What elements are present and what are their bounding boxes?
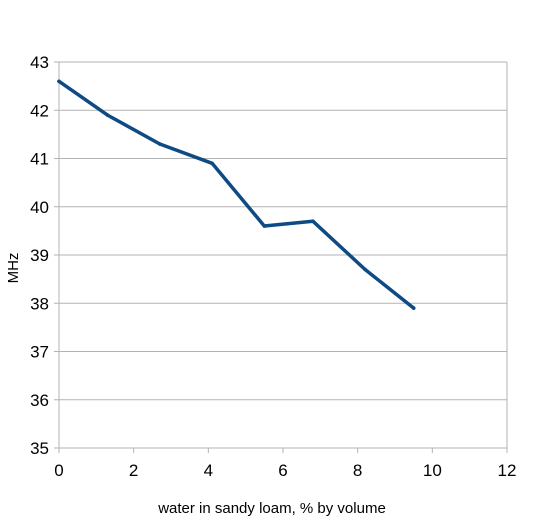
x-tick-label: 8 — [353, 461, 362, 480]
y-tick-label: 37 — [30, 343, 49, 362]
series-line — [57, 79, 416, 310]
x-tick-label: 0 — [54, 461, 63, 480]
y-tick-label: 42 — [30, 101, 49, 120]
data-point — [105, 113, 110, 117]
x-axis-title: water in sandy loam, % by volume — [157, 500, 386, 517]
y-tick-label: 39 — [30, 246, 49, 265]
data-point — [363, 267, 367, 272]
y-tick-label: 43 — [30, 53, 49, 72]
data-point — [158, 142, 162, 146]
axes — [54, 61, 508, 453]
tick-labels: 35 36 37 38 39 40 41 42 43 0 2 4 6 8 10 12 — [30, 53, 516, 480]
y-tick-label: 40 — [30, 198, 49, 217]
y-tick-label: 35 — [30, 439, 49, 458]
x-tick-label: 4 — [204, 461, 213, 480]
x-tick-label: 6 — [278, 461, 287, 480]
y-tick-label: 38 — [30, 294, 49, 313]
data-point — [411, 306, 416, 310]
gridlines — [59, 61, 507, 449]
x-tick-label: 12 — [498, 461, 517, 480]
y-tick-label: 36 — [30, 391, 49, 410]
data-point — [57, 79, 61, 84]
x-tick-label: 2 — [129, 461, 138, 480]
series — [57, 79, 416, 310]
x-tick-label: 10 — [423, 461, 442, 480]
y-tick-label: 41 — [30, 150, 49, 169]
y-axis-title: MHz — [5, 253, 22, 284]
data-point — [210, 161, 214, 166]
data-point — [311, 219, 315, 224]
data-point — [262, 224, 267, 228]
